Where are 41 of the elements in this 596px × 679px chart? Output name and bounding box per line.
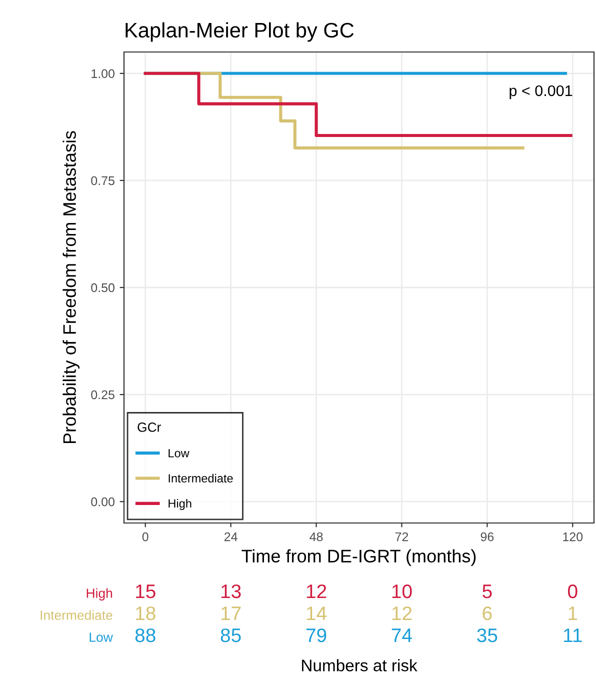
text: 14 xyxy=(306,606,327,620)
y-tick-label: 0.75 xyxy=(91,176,114,186)
text: 10 xyxy=(392,584,412,598)
text: 12 xyxy=(306,584,326,598)
y-tick-label: 0.50 xyxy=(91,283,114,292)
text: 15 xyxy=(136,584,156,598)
legend-label: Intermediate xyxy=(168,474,233,483)
y-tick-label: 0.00 xyxy=(91,497,114,506)
text: 13 xyxy=(221,584,241,598)
text: 88 xyxy=(135,628,156,642)
text: 79 xyxy=(306,628,326,642)
text: 17 xyxy=(221,606,241,620)
text: 35 xyxy=(477,628,498,642)
x-tick-label: 48 xyxy=(310,532,323,542)
text: 11 xyxy=(564,628,582,642)
legend-label: High xyxy=(168,499,192,510)
x-tick-label: 0 xyxy=(142,532,148,542)
y-tick-label: 0.25 xyxy=(91,390,114,400)
y-axis-title: Probability of Freedom from Metastasis xyxy=(62,131,80,444)
x-axis-title: Time from DE-IGRT (months) xyxy=(242,549,476,566)
legend-title: GCr xyxy=(138,422,161,432)
text: 6 xyxy=(482,606,492,620)
x-tick-label: 96 xyxy=(480,532,494,542)
y-tick-label: 1.00 xyxy=(92,69,114,78)
category-label: High xyxy=(86,588,112,601)
text: 1 xyxy=(568,606,578,620)
x-tick-label: 72 xyxy=(395,532,408,542)
text: 12 xyxy=(392,606,412,620)
legend-label: Low xyxy=(168,449,190,458)
text: 18 xyxy=(136,606,156,620)
text: 5 xyxy=(482,584,492,598)
category-label: Low xyxy=(90,632,113,642)
text: 85 xyxy=(220,628,241,642)
annotation: p < 0.001 xyxy=(510,85,572,100)
x-tick-label: 24 xyxy=(224,532,238,542)
chart-title: Kaplan-Meier Plot by GC xyxy=(126,22,354,42)
x-tick-label: 120 xyxy=(563,532,583,542)
category-label: Intermediate xyxy=(40,610,112,620)
text: 74 xyxy=(392,628,412,642)
text: Numbers at risk xyxy=(302,659,418,672)
text: 0 xyxy=(568,584,578,598)
